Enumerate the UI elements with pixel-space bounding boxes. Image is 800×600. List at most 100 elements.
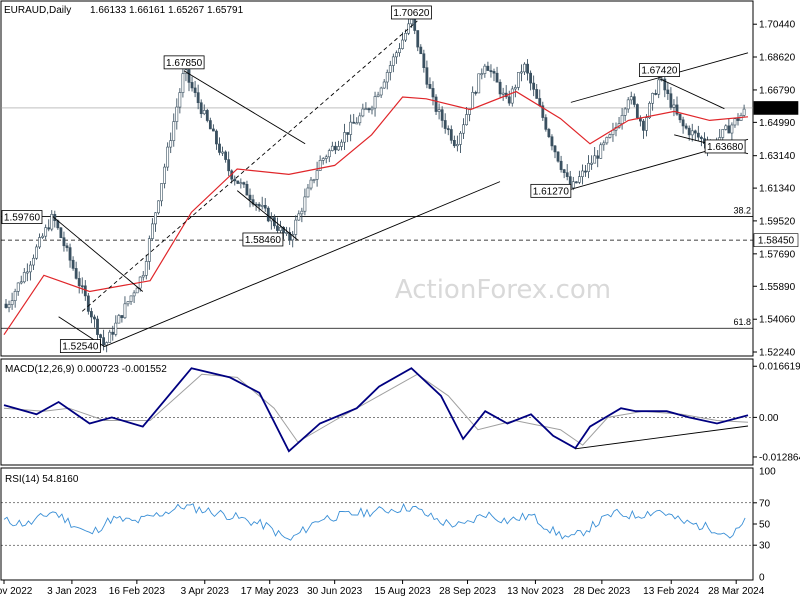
candle-body [172, 121, 176, 141]
candle-body [126, 301, 130, 305]
price-tick-label: 1.61340 [759, 184, 796, 195]
x-tick-label: 3 Apr 2023 [181, 586, 230, 597]
candle-body [361, 108, 365, 117]
candle-body [727, 125, 731, 134]
candle-body [571, 181, 575, 189]
candle-body [257, 203, 261, 207]
candle-body [288, 232, 292, 241]
candle-body [221, 151, 224, 154]
candle-body [297, 213, 301, 221]
candle-body [68, 247, 72, 261]
candle-body [629, 96, 633, 101]
candle-body [620, 115, 624, 124]
candle-body [416, 30, 420, 48]
candle-body [483, 65, 487, 74]
candle-body [367, 108, 371, 111]
candle-body [657, 79, 661, 95]
candle-body [25, 271, 29, 274]
candle-body [212, 128, 215, 132]
candle-body [251, 199, 255, 205]
candle-body [151, 223, 154, 239]
candle-body [590, 162, 594, 165]
x-tick-label: 3 Jan 2023 [47, 586, 97, 597]
fib-label: 61.8 [733, 317, 751, 327]
macd-label: MACD(12,26,9) 0.000723 -0.001552 [5, 364, 167, 375]
trendline [570, 52, 749, 103]
price-tick-label: 1.52240 [759, 348, 796, 359]
price-tick-label: 1.54060 [759, 315, 796, 326]
candle-body [413, 19, 417, 31]
candle-body [358, 115, 362, 124]
trendline [236, 190, 299, 241]
candle-body [428, 84, 432, 89]
candle-body [141, 275, 145, 278]
candle-body [315, 170, 319, 180]
candle-body [404, 32, 407, 41]
candle-body [99, 334, 102, 338]
candle-body [651, 93, 655, 104]
last-price-label-box [753, 101, 799, 115]
rsi-tick-label: 70 [759, 498, 771, 509]
candle-body [581, 170, 584, 177]
candle-body [678, 113, 682, 121]
candle-body [593, 155, 597, 164]
candle-body [245, 184, 249, 196]
candle-body [321, 158, 325, 161]
x-axis: 18 Nov 2022 3 Jan 2023 16 Feb 2023 3 Apr 20… [0, 580, 765, 597]
candle-body [38, 237, 41, 248]
trendline [659, 78, 725, 110]
candle-body [645, 117, 648, 131]
candle-body [602, 142, 606, 146]
candle-body [340, 141, 343, 147]
candle-body [446, 128, 450, 131]
rsi-label: RSI(14) 54.8160 [5, 474, 79, 485]
candle-body [157, 200, 160, 214]
candle-body [626, 99, 630, 110]
rsi-panel: 100 70 50 30 0 RSI(14) 54.8160 [0, 467, 776, 584]
price-annotation-label: 1.59760 [4, 213, 41, 224]
candle-body [394, 52, 398, 58]
candle-body [434, 96, 438, 112]
candle-body [642, 120, 645, 131]
macd-tick-label: -0.012864 [759, 452, 800, 463]
candle-body [111, 331, 115, 335]
candle-body [248, 194, 252, 200]
candle-body [202, 110, 206, 115]
candle-body [50, 214, 54, 230]
price-tick-label: 1.66790 [759, 85, 796, 96]
candle-body [4, 303, 8, 308]
price-tick-label: 1.63140 [759, 151, 796, 162]
macd-line [3, 367, 749, 453]
candle-body [654, 93, 658, 95]
candle-body [108, 331, 112, 343]
candle-body [608, 134, 612, 138]
price-annotation-box [530, 183, 572, 198]
candle-body [77, 278, 81, 287]
price-annotation-box [59, 339, 101, 353]
candle-body [498, 81, 502, 95]
candle-body [733, 118, 737, 126]
candle-body [147, 238, 151, 262]
candle-body [178, 92, 182, 108]
candle-body [605, 137, 609, 144]
candle-body [343, 132, 346, 143]
candle-body [510, 88, 514, 104]
support-price-label: 1.58450 [758, 236, 795, 247]
candle-body [28, 264, 32, 273]
candle-body [480, 73, 484, 76]
candle-body [263, 205, 267, 209]
candle-body [489, 70, 493, 73]
candle-body [376, 94, 380, 97]
price-annotation-label: 1.67850 [166, 58, 203, 69]
trendline [52, 216, 144, 292]
candle-body [562, 169, 566, 173]
candle-body [684, 125, 688, 129]
candle-body [388, 65, 392, 73]
candle-body [538, 98, 542, 107]
candle-body [215, 130, 218, 145]
x-tick-label: 15 Aug 2023 [374, 586, 431, 597]
symbol-header: EURAUD,Daily [4, 5, 71, 16]
candle-body [379, 87, 383, 96]
macd-tick-label: 0.016619 [759, 362, 800, 373]
